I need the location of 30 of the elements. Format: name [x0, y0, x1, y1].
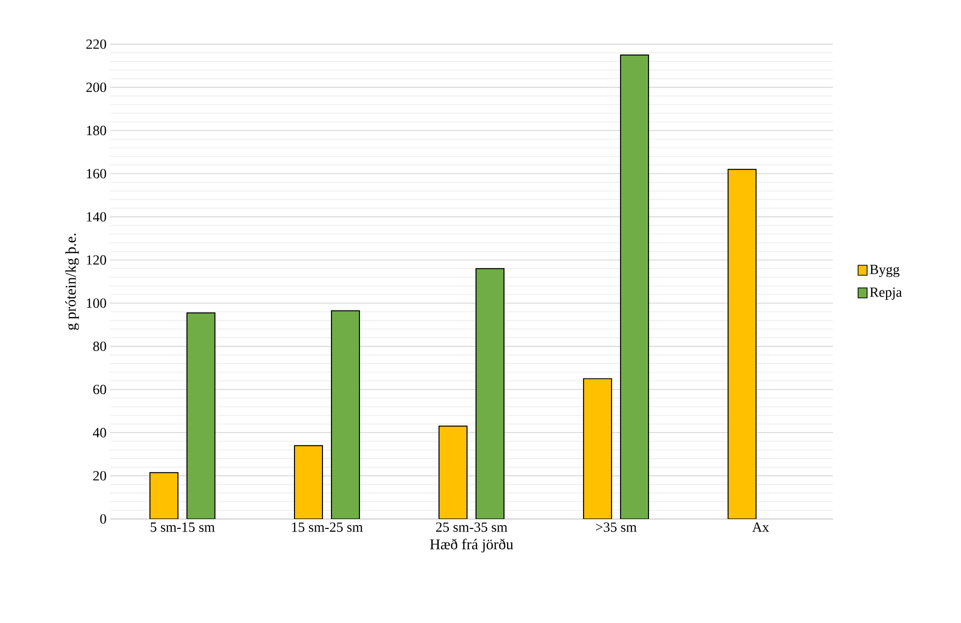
x-axis-title: Hæð frá jörðu	[430, 538, 514, 552]
y-tick-label: 180	[86, 126, 106, 136]
y-tick-label: 40	[92, 428, 106, 438]
bar	[186, 312, 216, 519]
y-tick-label: 220	[86, 39, 106, 49]
x-tick-label: >35 sm	[596, 522, 637, 532]
y-tick-label: 0	[100, 514, 106, 524]
bar	[149, 472, 178, 519]
y-tick-label: 100	[86, 298, 106, 308]
bar	[330, 310, 360, 519]
y-tick-label: 80	[93, 342, 106, 351]
bar	[476, 268, 504, 519]
bar	[583, 378, 612, 519]
x-tick-label: Ax	[752, 522, 769, 532]
bar	[620, 54, 650, 519]
legend-label: Bygg	[870, 264, 900, 277]
legend-label: Repja	[870, 287, 902, 300]
bar	[438, 426, 468, 519]
y-tick-label: 140	[86, 212, 106, 222]
bar	[728, 168, 757, 519]
y-tick-label: 160	[86, 168, 106, 178]
y-tick-label: 60	[93, 384, 106, 394]
y-tick-label: 20	[93, 471, 106, 480]
x-tick-label: 25 sm-35 sm	[436, 522, 508, 532]
y-tick-label: 200	[86, 82, 106, 92]
y-axis-title: g prótein/kg þ.e.	[65, 234, 79, 330]
y-tick-label: 120	[86, 255, 106, 265]
bar	[294, 445, 323, 519]
x-tick-label: 5 sm-15 sm	[150, 522, 215, 532]
x-tick-label: 15 sm-25 sm	[292, 522, 363, 532]
